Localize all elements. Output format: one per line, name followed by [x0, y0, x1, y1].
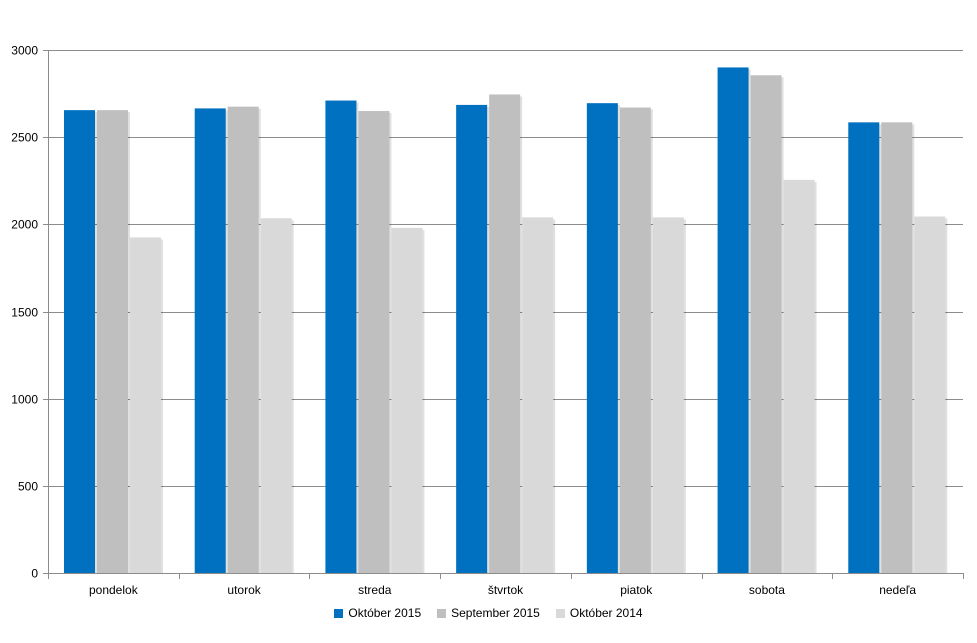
bar-oktober-2015	[848, 122, 880, 574]
bar-oktober-2015	[325, 100, 357, 573]
legend-item: Október 2015	[334, 606, 421, 620]
bar-september-2015	[750, 75, 782, 574]
y-tick-label: 2500	[11, 131, 38, 145]
bar-oktober-2015	[194, 108, 226, 573]
bars	[64, 67, 948, 574]
bar-oktober-2014	[522, 217, 554, 574]
axes	[43, 50, 964, 579]
bar-september-2015	[619, 107, 651, 573]
legend-label: Október 2015	[348, 606, 422, 620]
legend-swatch	[334, 608, 344, 618]
legend-swatch	[437, 608, 447, 618]
bar-september-2015	[97, 110, 128, 574]
bar-oktober-2014	[914, 216, 946, 573]
bar-september-2015	[881, 122, 913, 574]
bar-oktober-2014	[783, 179, 815, 573]
legend-swatch	[555, 608, 565, 618]
legend: Október 2015 September 2015 Október 2014	[0, 606, 977, 620]
y-tick-label: 500	[18, 480, 38, 494]
bar-september-2015	[227, 106, 259, 574]
x-tick-label: nedeľa	[879, 583, 916, 597]
x-tick-label: pondelok	[89, 583, 139, 597]
y-tick-label: 1500	[11, 306, 38, 320]
y-tick-label: 1000	[11, 393, 38, 407]
bar-oktober-2014	[652, 217, 684, 574]
y-tick-label: 3000	[11, 44, 38, 58]
bar-oktober-2014	[130, 237, 161, 574]
bar-oktober-2014	[391, 227, 423, 573]
bar-oktober-2015	[717, 67, 749, 573]
x-tick-label: sobota	[749, 583, 785, 597]
x-tick-label: streda	[358, 583, 392, 597]
y-tick-label: 0	[31, 567, 38, 581]
bar-september-2015	[358, 111, 390, 574]
bar-oktober-2014	[260, 218, 292, 573]
legend-label: Október 2014	[569, 606, 643, 620]
x-tick-label: piatok	[620, 583, 653, 597]
x-tick-label: štvrtok	[488, 583, 524, 597]
legend-label: September 2015	[451, 606, 540, 620]
tick-labels: 0 500 1000 1500 2000 2500 3000 pondelok utorok st…	[11, 44, 916, 598]
bar-september-2015	[489, 94, 521, 573]
legend-item: September 2015	[437, 606, 540, 620]
y-tick-label: 2000	[11, 218, 38, 232]
x-tick-label: utorok	[227, 583, 261, 597]
bar-oktober-2015	[586, 103, 618, 574]
legend-item: Október 2014	[555, 606, 643, 620]
bar-oktober-2015	[64, 110, 95, 574]
bar-oktober-2015	[456, 104, 488, 573]
